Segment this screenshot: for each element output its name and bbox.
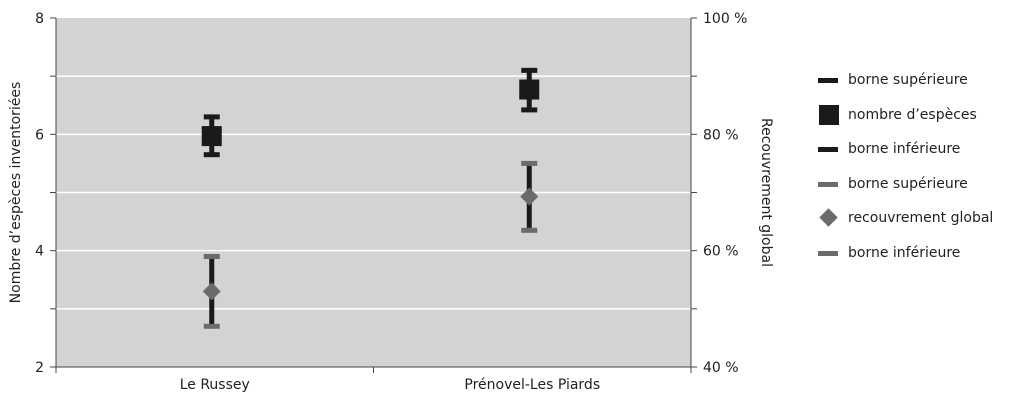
global-cover-point: [520, 187, 539, 206]
y2-tick-label: 40 %: [703, 360, 739, 376]
gridlines: [56, 75, 691, 310]
legend-item: borne inférieure: [818, 132, 1013, 167]
dash-marker-icon: [818, 138, 840, 160]
species-lower-bound-mark: [521, 107, 538, 113]
legend-item: recouvrement global: [818, 201, 1013, 236]
y-axis-title: Nombre d’espèces inventoriées: [8, 82, 24, 304]
chart-legend: borne supérieure nombre d’espèces borne in…: [818, 63, 1013, 270]
legend-label: nombre d’espèces: [848, 106, 977, 123]
x-tick-label: Prénovel-Les Piards: [464, 377, 600, 393]
species-count-point: [201, 126, 222, 147]
legend-item: borne supérieure: [818, 63, 1013, 98]
x-tick-label: Le Russey: [180, 377, 250, 393]
species-upper-bound-mark: [203, 114, 220, 120]
species-upper-bound-mark: [521, 67, 538, 73]
cover-upper-bound-mark: [521, 160, 538, 166]
dash-marker-icon: [818, 69, 840, 91]
legend-label: borne supérieure: [848, 175, 968, 192]
diamond-marker-icon: [818, 207, 840, 229]
y-tick-label: 6: [35, 127, 44, 143]
species-lower-bound-mark: [203, 152, 220, 158]
square-marker-icon: [818, 104, 840, 126]
legend-label: borne supérieure: [848, 72, 968, 89]
legend-label: borne inférieure: [848, 141, 961, 158]
axes: [50, 17, 697, 373]
cover-lower-bound-mark: [203, 323, 220, 329]
y2-axis-title: Recouvrement global: [758, 118, 774, 267]
species-count-point: [519, 79, 540, 100]
y2-tick-label: 80 %: [703, 127, 739, 143]
legend-item: borne inférieure: [818, 236, 1013, 271]
cover-upper-bound-mark: [203, 253, 220, 259]
global-cover-point: [202, 282, 221, 301]
y-tick-label: 4: [35, 244, 44, 260]
legend-item: borne supérieure: [818, 167, 1013, 202]
dash-marker-icon: [818, 173, 840, 195]
y-tick-label: 8: [35, 11, 44, 27]
y2-tick-label: 100 %: [703, 11, 747, 27]
y2-tick-label: 60 %: [703, 244, 739, 260]
cover-lower-bound-mark: [521, 227, 538, 233]
legend-label: borne inférieure: [848, 244, 961, 261]
y-tick-label: 2: [35, 360, 44, 376]
dash-marker-icon: [818, 242, 840, 264]
data-marks: [201, 67, 540, 329]
legend-label: recouvrement global: [848, 210, 994, 227]
legend-item: nombre d’espèces: [818, 98, 1013, 133]
tick-labels: 2 4 6 8 40 % 60 % 80 % 100 % Le Russey Prénovel-L…: [35, 11, 747, 393]
